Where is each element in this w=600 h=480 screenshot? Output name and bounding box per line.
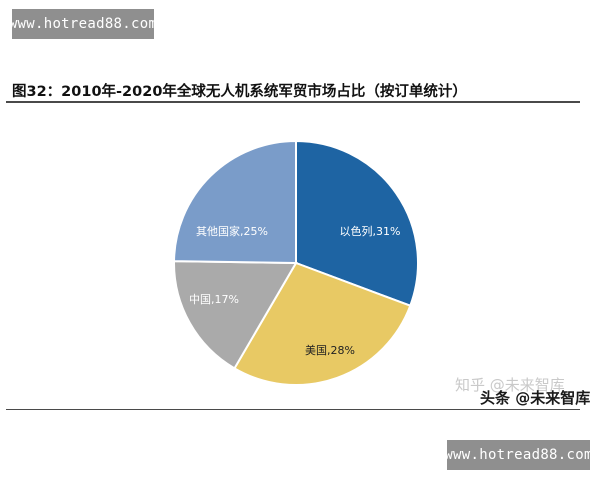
- pie-slice-label-0: 以色列,31%: [340, 224, 401, 238]
- pie-slice-3: [172, 139, 297, 265]
- toutiao-watermark: 头条 @未来智库: [480, 389, 591, 407]
- title-rule: [6, 101, 580, 103]
- watermark-top: www.hotread88.com: [9, 9, 157, 39]
- pie-slice-0: [295, 139, 419, 308]
- bottom-rule: [6, 409, 580, 410]
- pie-slice-2: [173, 260, 298, 370]
- pie-slice-label-1: 美国,28%: [305, 344, 355, 357]
- pie-slice-label-2: 中国,17%: [189, 293, 239, 306]
- zhihu-watermark: 知乎 @未来智库: [455, 376, 565, 394]
- figure-title: 图32：2010年-2020年全球无人机系统军贸市场占比（按订单统计）: [12, 84, 467, 100]
- watermark-bottom: www.hotread88.com: [444, 440, 592, 470]
- pie-slice-label-3: 其他国家,25%: [196, 224, 268, 238]
